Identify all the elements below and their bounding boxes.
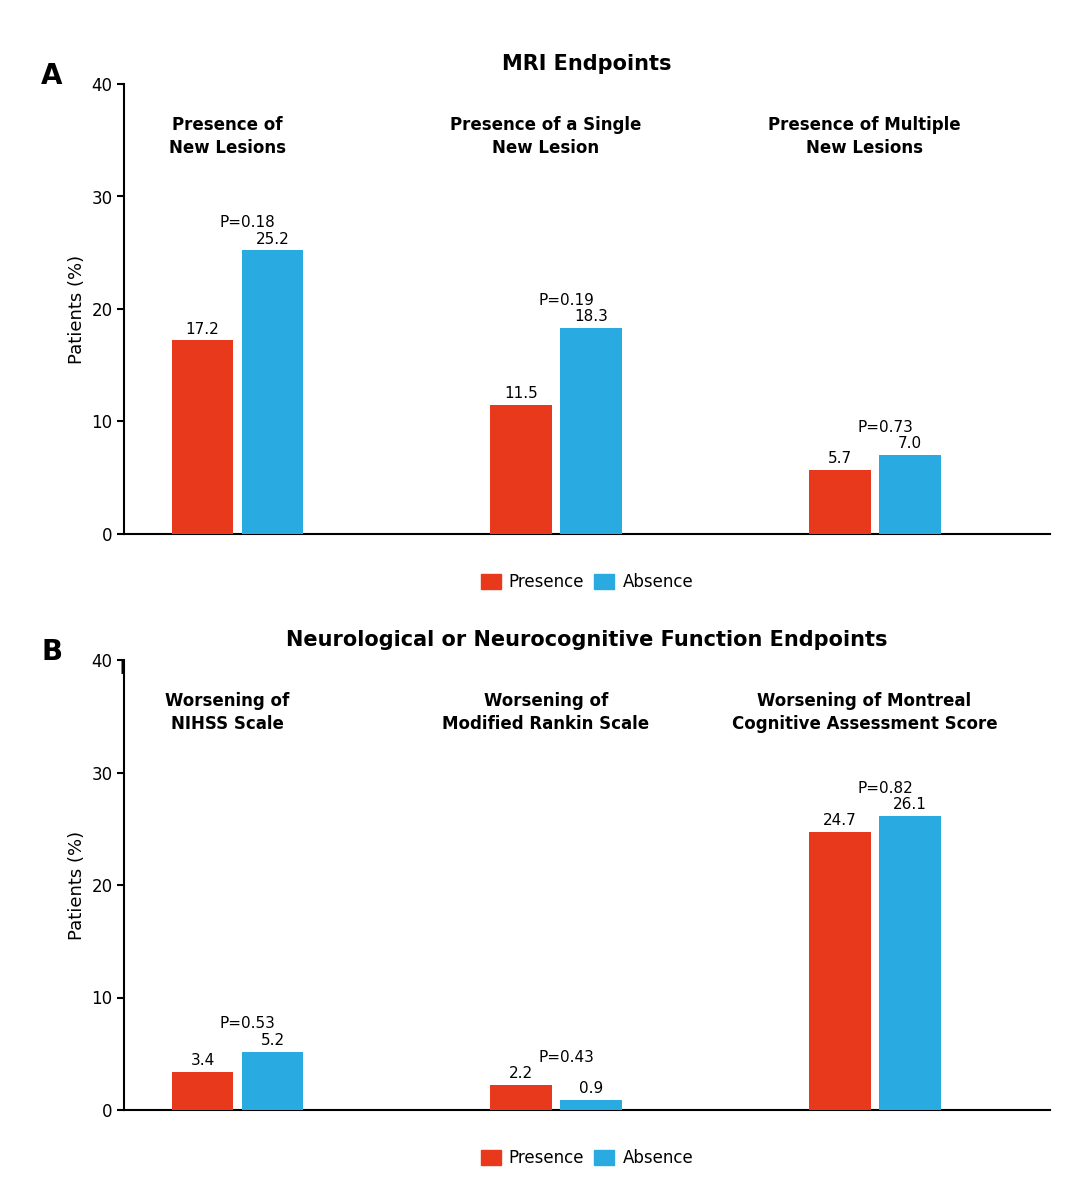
Text: 89: 89 <box>511 660 531 678</box>
Text: 18.3: 18.3 <box>575 310 608 324</box>
Text: P=0.73: P=0.73 <box>857 420 913 434</box>
Text: 115: 115 <box>894 660 925 678</box>
Text: 7.0: 7.0 <box>898 437 922 451</box>
Text: No. of Patients: No. of Patients <box>120 660 260 678</box>
Text: A: A <box>41 61 63 90</box>
Bar <box>560 1100 622 1110</box>
Text: Presence of Multiple
New Lesions: Presence of Multiple New Lesions <box>768 115 961 157</box>
Bar <box>490 1085 552 1110</box>
Text: Presence of
New Lesions: Presence of New Lesions <box>169 115 286 157</box>
Text: P=0.19: P=0.19 <box>539 293 594 308</box>
Bar <box>172 341 234 534</box>
Bar <box>560 328 622 534</box>
Text: 5.7: 5.7 <box>828 451 852 466</box>
Text: 115: 115 <box>256 660 288 678</box>
Text: 5.2: 5.2 <box>261 1032 285 1048</box>
Bar <box>809 470 871 534</box>
Text: Presence of a Single
New Lesion: Presence of a Single New Lesion <box>450 115 642 157</box>
Y-axis label: Patients (%): Patients (%) <box>68 830 85 940</box>
Bar <box>879 816 940 1110</box>
Text: 25.2: 25.2 <box>255 232 289 246</box>
Title: Neurological or Neurocognitive Function Endpoints: Neurological or Neurocognitive Function … <box>287 630 887 650</box>
Bar <box>241 1051 303 1110</box>
Y-axis label: Patients (%): Patients (%) <box>68 254 85 364</box>
Text: 3.4: 3.4 <box>190 1052 214 1068</box>
Text: 89: 89 <box>829 660 850 678</box>
Text: P=0.53: P=0.53 <box>220 1016 276 1031</box>
Bar <box>809 832 871 1110</box>
Text: Worsening of
NIHSS Scale: Worsening of NIHSS Scale <box>166 691 289 733</box>
Text: 26.1: 26.1 <box>893 798 926 812</box>
Bar <box>490 404 552 534</box>
Text: B: B <box>41 637 63 666</box>
Text: P=0.82: P=0.82 <box>857 781 913 796</box>
Bar <box>172 1072 234 1110</box>
Text: P=0.18: P=0.18 <box>220 215 276 230</box>
Bar <box>241 251 303 534</box>
Text: 115: 115 <box>576 660 607 678</box>
Text: 89: 89 <box>192 660 213 678</box>
Text: 0.9: 0.9 <box>579 1081 604 1096</box>
Legend: Presence, Absence: Presence, Absence <box>474 566 700 598</box>
Legend: Presence, Absence: Presence, Absence <box>474 1142 700 1174</box>
Text: 17.2: 17.2 <box>186 322 220 336</box>
Text: 2.2: 2.2 <box>510 1067 533 1081</box>
Title: MRI Endpoints: MRI Endpoints <box>502 54 672 74</box>
Text: 24.7: 24.7 <box>823 814 857 828</box>
Text: Worsening of Montreal
Cognitive Assessment Score: Worsening of Montreal Cognitive Assessme… <box>731 691 998 733</box>
Text: P=0.43: P=0.43 <box>539 1050 594 1066</box>
Text: Worsening of
Modified Rankin Scale: Worsening of Modified Rankin Scale <box>443 691 649 733</box>
Text: 11.5: 11.5 <box>504 385 538 401</box>
Bar <box>879 455 940 534</box>
